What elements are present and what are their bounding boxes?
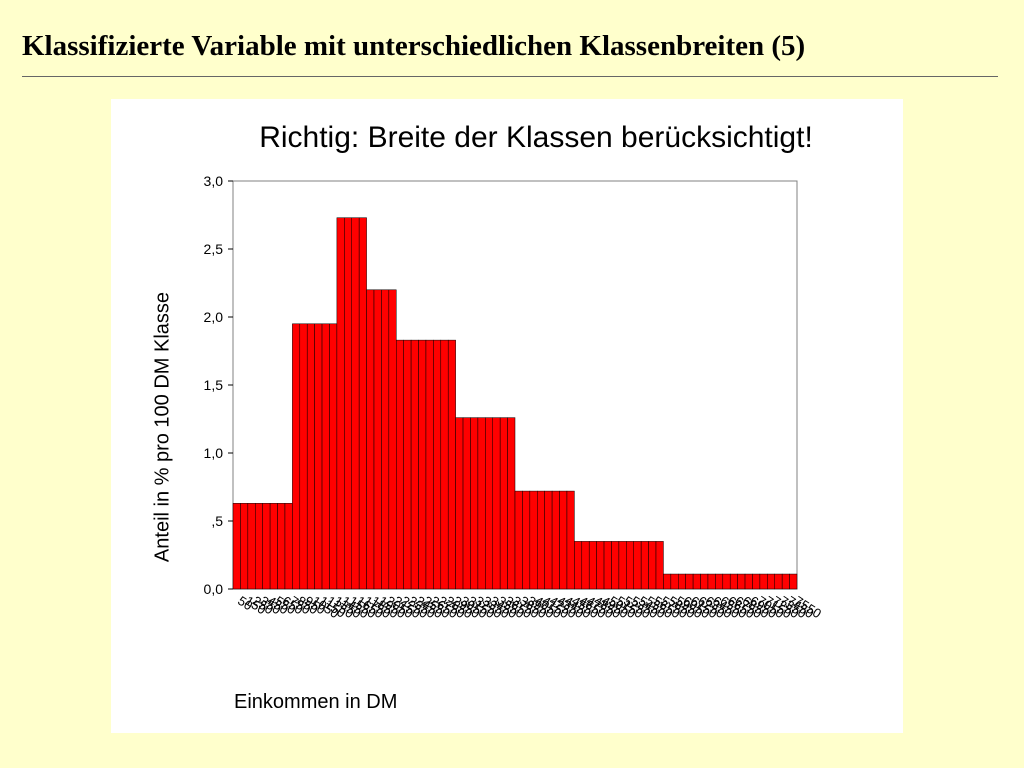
bar — [611, 541, 620, 590]
slide-title: Klassifizierte Variable mit unterschiedl… — [22, 30, 806, 62]
bar — [403, 339, 412, 590]
bar — [507, 417, 516, 590]
bar — [759, 573, 768, 590]
bar — [729, 573, 738, 590]
bar — [321, 323, 330, 590]
x-axis-label: Einkommen in DM — [234, 691, 398, 713]
y-tick-label: 1,5 — [204, 377, 224, 393]
bar — [284, 503, 293, 590]
bar — [277, 503, 286, 590]
bar — [744, 573, 753, 590]
bar — [396, 339, 404, 590]
y-tick-label: 0,0 — [204, 581, 224, 597]
bar — [715, 573, 724, 590]
bar — [388, 289, 397, 590]
bar — [752, 573, 761, 590]
bar — [433, 339, 442, 590]
bar — [537, 490, 545, 590]
bar — [551, 490, 560, 590]
bar — [470, 417, 479, 590]
bar — [655, 541, 664, 590]
bar — [522, 490, 531, 590]
title-divider — [22, 76, 998, 77]
bar — [418, 339, 427, 590]
bar — [292, 323, 301, 590]
bar — [663, 573, 672, 590]
bar — [707, 573, 716, 590]
bar — [485, 417, 493, 590]
bar — [492, 417, 501, 590]
y-tick-label: ,5 — [211, 513, 223, 529]
bar — [640, 541, 649, 590]
bar — [358, 217, 367, 590]
bar — [262, 503, 271, 590]
y-tick-label: 3,0 — [204, 173, 224, 189]
bar — [678, 573, 686, 590]
bar — [351, 217, 360, 590]
bar — [329, 323, 338, 590]
bar — [596, 541, 605, 590]
bar — [373, 289, 382, 590]
bar — [559, 490, 568, 590]
bar — [700, 573, 709, 590]
y-tick-label: 1,0 — [204, 445, 224, 461]
y-axis-label: Anteil in % pro 100 DM Klasse — [151, 291, 174, 563]
bar — [529, 490, 538, 590]
bar — [670, 573, 679, 590]
bar — [626, 541, 634, 590]
bar — [588, 541, 597, 590]
bar — [574, 541, 583, 590]
bar — [737, 573, 746, 590]
bar — [410, 339, 419, 590]
histogram-chart: 0,0,51,01,52,02,53,050150250350450550650… — [204, 173, 825, 621]
bar — [381, 289, 390, 590]
bar — [247, 503, 256, 590]
bar — [462, 417, 471, 590]
bar — [425, 339, 434, 590]
bar — [240, 503, 249, 590]
bar — [685, 573, 694, 590]
bar — [648, 541, 657, 590]
bar — [366, 289, 375, 590]
bar — [781, 573, 790, 590]
bar — [499, 417, 508, 590]
bar — [514, 490, 523, 590]
bar — [603, 541, 612, 590]
bar — [255, 503, 263, 590]
bar — [581, 541, 590, 590]
bar — [336, 217, 345, 590]
y-tick-label: 2,0 — [204, 309, 224, 325]
bar — [269, 503, 278, 590]
bar — [455, 417, 464, 590]
bar — [232, 503, 241, 590]
bar — [692, 573, 701, 590]
bar — [544, 490, 553, 590]
plot-area: 0,0,51,01,52,02,53,050150250350450550650… — [204, 173, 825, 621]
y-tick-label: 2,5 — [204, 241, 224, 257]
chart-title: Richtig: Breite der Klassen berücksichti… — [259, 121, 813, 154]
chart-panel: Richtig: Breite der Klassen berücksichti… — [111, 99, 903, 733]
bar — [789, 573, 798, 590]
bar — [447, 339, 456, 590]
bar — [477, 417, 486, 590]
bar — [767, 573, 775, 590]
bar — [314, 323, 323, 590]
x-tick-label: 50 — [235, 593, 255, 613]
bar — [774, 573, 783, 590]
bar — [344, 217, 352, 590]
bar — [633, 541, 642, 590]
bar — [299, 323, 308, 590]
bar — [440, 339, 449, 590]
bar — [306, 323, 315, 590]
bar — [722, 573, 731, 590]
bar — [618, 541, 627, 590]
bar — [566, 490, 575, 590]
